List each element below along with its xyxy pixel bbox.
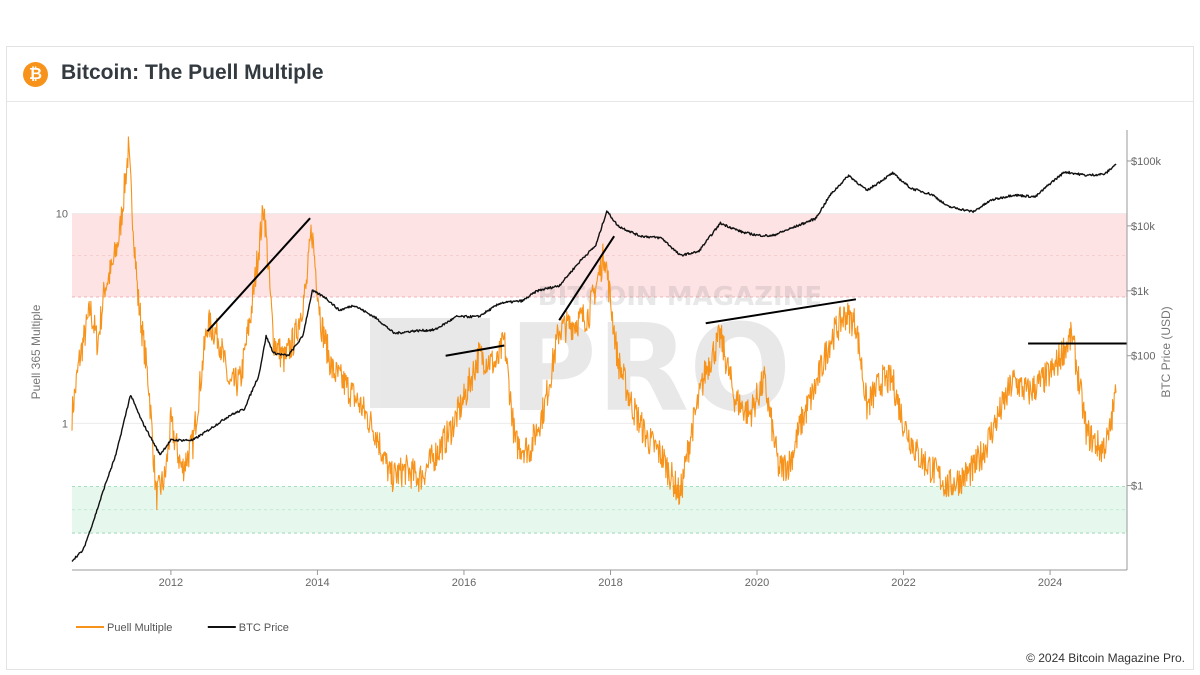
x-tick-label-2018: 2018 bbox=[598, 577, 622, 589]
y-right-tick-label-$1k: $1k bbox=[1131, 286, 1149, 298]
y-right-tick-label-$10k: $10k bbox=[1131, 221, 1155, 233]
axis-labels: Puell 365 Multiple BTC Price (USD) bbox=[29, 304, 1173, 399]
trendline-1 bbox=[206, 217, 311, 332]
legend-label-1: BTC Price bbox=[239, 622, 289, 634]
gridlines bbox=[72, 213, 1127, 424]
watermark-logo bbox=[370, 318, 490, 408]
series-line-btc-price bbox=[71, 163, 1117, 562]
x-tick-label-2016: 2016 bbox=[452, 577, 476, 589]
y-right-tick-label-$1: $1 bbox=[1131, 481, 1143, 493]
watermark-line1: BITCOIN MAGAZINE bbox=[538, 282, 822, 312]
chart-header: ₿ Bitcoin: The Puell Multiple bbox=[7, 47, 1193, 102]
zones bbox=[72, 213, 1127, 534]
copyright-footer: © 2024 Bitcoin Magazine Pro. bbox=[1026, 651, 1185, 665]
trendlines bbox=[206, 217, 1127, 357]
series-line-puell-multiple bbox=[71, 136, 1117, 511]
trendline-3 bbox=[558, 235, 615, 321]
x-tick-label-2022: 2022 bbox=[891, 577, 915, 589]
x-tick-label-2020: 2020 bbox=[745, 577, 769, 589]
y-left-tick-label-10: 10 bbox=[56, 209, 68, 221]
y-right-tick-label-$100: $100 bbox=[1131, 351, 1155, 363]
bitcoin-icon: ₿ bbox=[23, 62, 48, 87]
legend: Puell Multiple BTC Price bbox=[76, 622, 289, 634]
y-left-tick-label-1: 1 bbox=[62, 418, 68, 430]
legend-label-0: Puell Multiple bbox=[107, 622, 172, 634]
page-title: Bitcoin: The Puell Multiple bbox=[61, 61, 324, 84]
watermark: BITCOIN MAGAZINE PRO bbox=[370, 282, 822, 439]
y-axis-left-label: Puell 365 Multiple bbox=[29, 304, 43, 399]
series-lines bbox=[71, 136, 1117, 562]
chart-card: ₿ Bitcoin: The Puell Multiple © 2024 Bit… bbox=[6, 46, 1194, 670]
y-right-tick-label-$100k: $100k bbox=[1131, 156, 1161, 168]
y-axis-right-label: BTC Price (USD) bbox=[1159, 306, 1173, 397]
tick-labels: 2012 2014 2016 2018 2020 2022 2024 10 1 $100k $10k… bbox=[56, 156, 1162, 589]
watermark-line2: PRO bbox=[509, 300, 791, 439]
x-tick-label-2014: 2014 bbox=[305, 577, 329, 589]
trendline-4 bbox=[705, 298, 857, 325]
x-tick-label-2012: 2012 bbox=[159, 577, 183, 589]
trendline-2 bbox=[445, 344, 505, 357]
x-tick-label-2024: 2024 bbox=[1038, 577, 1062, 589]
axes bbox=[72, 130, 1128, 571]
